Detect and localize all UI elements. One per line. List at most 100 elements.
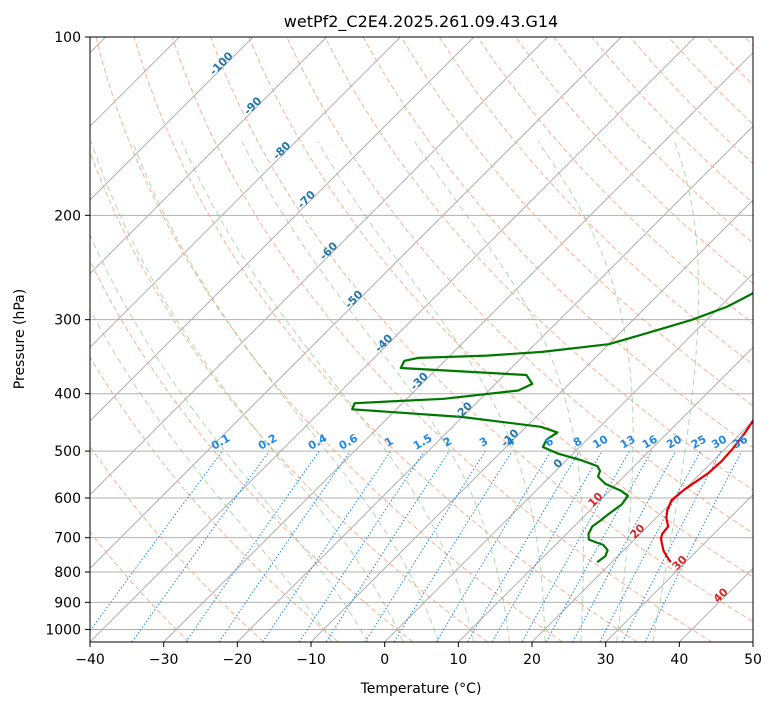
x-tick-label: −10 — [296, 652, 326, 668]
isotherm — [90, 37, 475, 422]
x-tick-label: 10 — [449, 652, 467, 668]
isotherm-label: -60 — [317, 239, 340, 262]
isotherm-label: -10 — [498, 426, 521, 449]
y-tick-label: 600 — [54, 491, 81, 507]
y-tick-label: 900 — [54, 595, 81, 611]
x-tick-label: −30 — [149, 652, 179, 668]
mixing-ratio-line — [545, 450, 653, 642]
mixing-ratio-label: 0.4 — [306, 431, 330, 452]
isotherm-label: 30 — [670, 553, 690, 573]
dry-adiabat — [171, 37, 712, 642]
mixing-ratio-line — [621, 450, 722, 642]
mixing-ratio-line — [364, 450, 486, 642]
moist-adiabat — [131, 141, 439, 642]
isotherm-label: -100 — [207, 49, 236, 78]
x-tick-label: −20 — [223, 652, 253, 668]
dry-adiabat — [744, 37, 753, 47]
moist-adiabat — [181, 141, 475, 642]
x-tick-label: 50 — [744, 652, 762, 668]
x-tick-label: 40 — [670, 652, 688, 668]
isotherm — [90, 37, 328, 275]
y-tick-label: 100 — [54, 30, 81, 46]
y-tick-label: 700 — [54, 531, 81, 547]
isotherm — [678, 567, 753, 642]
isotherm — [90, 37, 254, 201]
mixing-ratio-line — [599, 450, 701, 642]
moist-adiabat — [537, 141, 634, 642]
mixing-ratio-line — [435, 450, 552, 642]
x-tick-label: −40 — [75, 652, 105, 668]
mixing-ratio-line — [393, 450, 513, 642]
isotherm — [236, 125, 753, 642]
isotherm-label: -40 — [372, 331, 395, 354]
isotherm-label: -80 — [270, 139, 293, 162]
isotherm — [531, 420, 753, 642]
isotherm — [163, 51, 753, 642]
mixing-ratio-label: 10 — [591, 432, 611, 451]
isotherm-label: -50 — [342, 288, 365, 311]
moist-adiabat — [90, 141, 404, 642]
isotherm-label: 20 — [628, 521, 648, 541]
mixing-ratio-label: 1 — [382, 435, 395, 450]
isotherm-label: -90 — [241, 94, 264, 117]
isotherm — [752, 641, 753, 642]
dry-adiabat — [90, 150, 488, 642]
isotherm — [605, 493, 753, 642]
x-tick-label: 0 — [380, 652, 389, 668]
y-tick-label: 800 — [54, 565, 81, 581]
mixing-ratio-label: 0.1 — [209, 432, 232, 453]
dry-adiabat — [515, 37, 753, 284]
mixing-ratio-line — [131, 450, 270, 642]
isotherm — [90, 37, 622, 570]
isotherm — [457, 346, 753, 642]
dry-adiabat — [95, 37, 563, 642]
dry-adiabat — [90, 259, 414, 642]
isotherm — [90, 37, 696, 642]
mixing-ratio-label: 3 — [477, 435, 490, 450]
dry-adiabat — [133, 37, 638, 642]
mixing-ratio-line — [218, 450, 351, 642]
dry-adiabat — [90, 531, 190, 642]
dry-adiabat — [400, 37, 753, 407]
dry-adiabat — [362, 37, 753, 449]
mixing-ratio-line — [90, 450, 223, 632]
dry-adiabat — [438, 37, 753, 366]
plot-frame — [89, 36, 754, 643]
isotherm-label: -70 — [295, 188, 318, 211]
mixing-ratio-label: 25 — [689, 433, 709, 452]
mixing-ratio-line — [325, 450, 450, 642]
mixing-ratio-label: 16 — [640, 432, 660, 451]
mixing-ratio-label: 8 — [571, 435, 584, 450]
mixing-ratio-line — [262, 450, 392, 642]
mixing-ratio-label: 30 — [709, 432, 729, 451]
dry-adiabat — [668, 37, 753, 125]
moist-adiabat — [652, 141, 700, 642]
mixing-ratio-label: 1.5 — [411, 432, 434, 453]
isotherm — [384, 272, 753, 642]
mixing-ratio-line — [298, 450, 425, 642]
isotherm — [90, 37, 549, 496]
x-axis-label: Temperature (°C) — [360, 681, 482, 697]
dry-adiabat — [248, 37, 753, 578]
mixing-ratio-line — [521, 450, 630, 642]
mixing-ratio-line — [572, 450, 677, 642]
x-tick-label: 30 — [597, 652, 615, 668]
dry-adiabat — [90, 356, 339, 642]
moist-adiabat — [90, 308, 333, 642]
y-tick-label: 200 — [54, 208, 81, 224]
dry-adiabat — [210, 37, 753, 623]
y-tick-label: 300 — [54, 313, 81, 329]
mixing-ratio-label: 20 — [664, 432, 684, 451]
mixing-ratio-line — [185, 450, 320, 642]
y-tick-label: 500 — [54, 444, 81, 460]
isotherm — [90, 37, 401, 349]
chart-title: wetPf2_C2E4.2025.261.09.43.G14 — [284, 12, 558, 32]
moist-adiabat — [90, 233, 369, 642]
mixing-ratio-label: 13 — [618, 433, 638, 452]
moist-adiabat — [414, 141, 584, 642]
x-tick-label: 20 — [523, 652, 541, 668]
isotherm-label: -30 — [408, 370, 431, 393]
y-tick-label: 1000 — [45, 622, 81, 638]
moist-adiabat — [317, 141, 546, 642]
